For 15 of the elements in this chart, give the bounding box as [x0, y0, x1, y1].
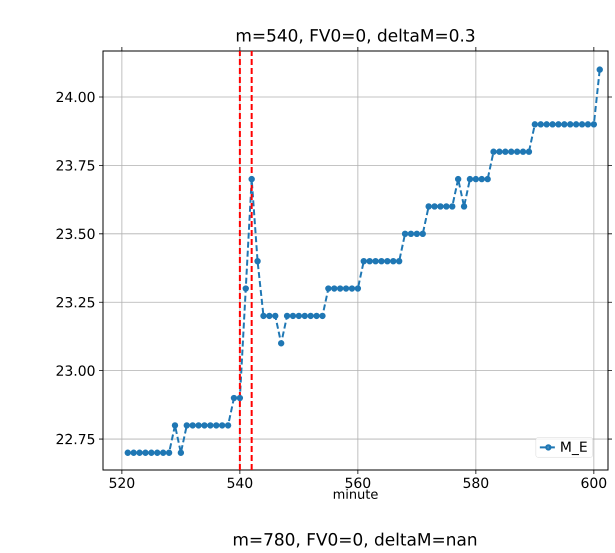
y-tick-label: 23.00 — [56, 365, 95, 376]
y-tick-label: 24.00 — [56, 92, 95, 102]
x-tick-label: 560 — [346, 478, 370, 488]
x-tick-label: 540 — [228, 478, 252, 488]
x-tick-label: 600 — [582, 478, 606, 488]
x-tick-label: 580 — [464, 478, 488, 488]
y-tick-label: 23.50 — [56, 228, 95, 240]
x-tick-label: 520 — [110, 478, 134, 488]
text: m=780, FV0=0, deltaM=nan — [234, 532, 476, 548]
y-tick-label: 23.25 — [56, 296, 94, 308]
y-tick-label: 22.75 — [56, 434, 94, 444]
legend-label: M_E — [561, 442, 587, 456]
y-tick-label: 23.75 — [56, 160, 94, 171]
chart-title: m=540, FV0=0, deltaM=0.3 — [236, 28, 474, 44]
x-axis-title: minute — [334, 488, 378, 499]
